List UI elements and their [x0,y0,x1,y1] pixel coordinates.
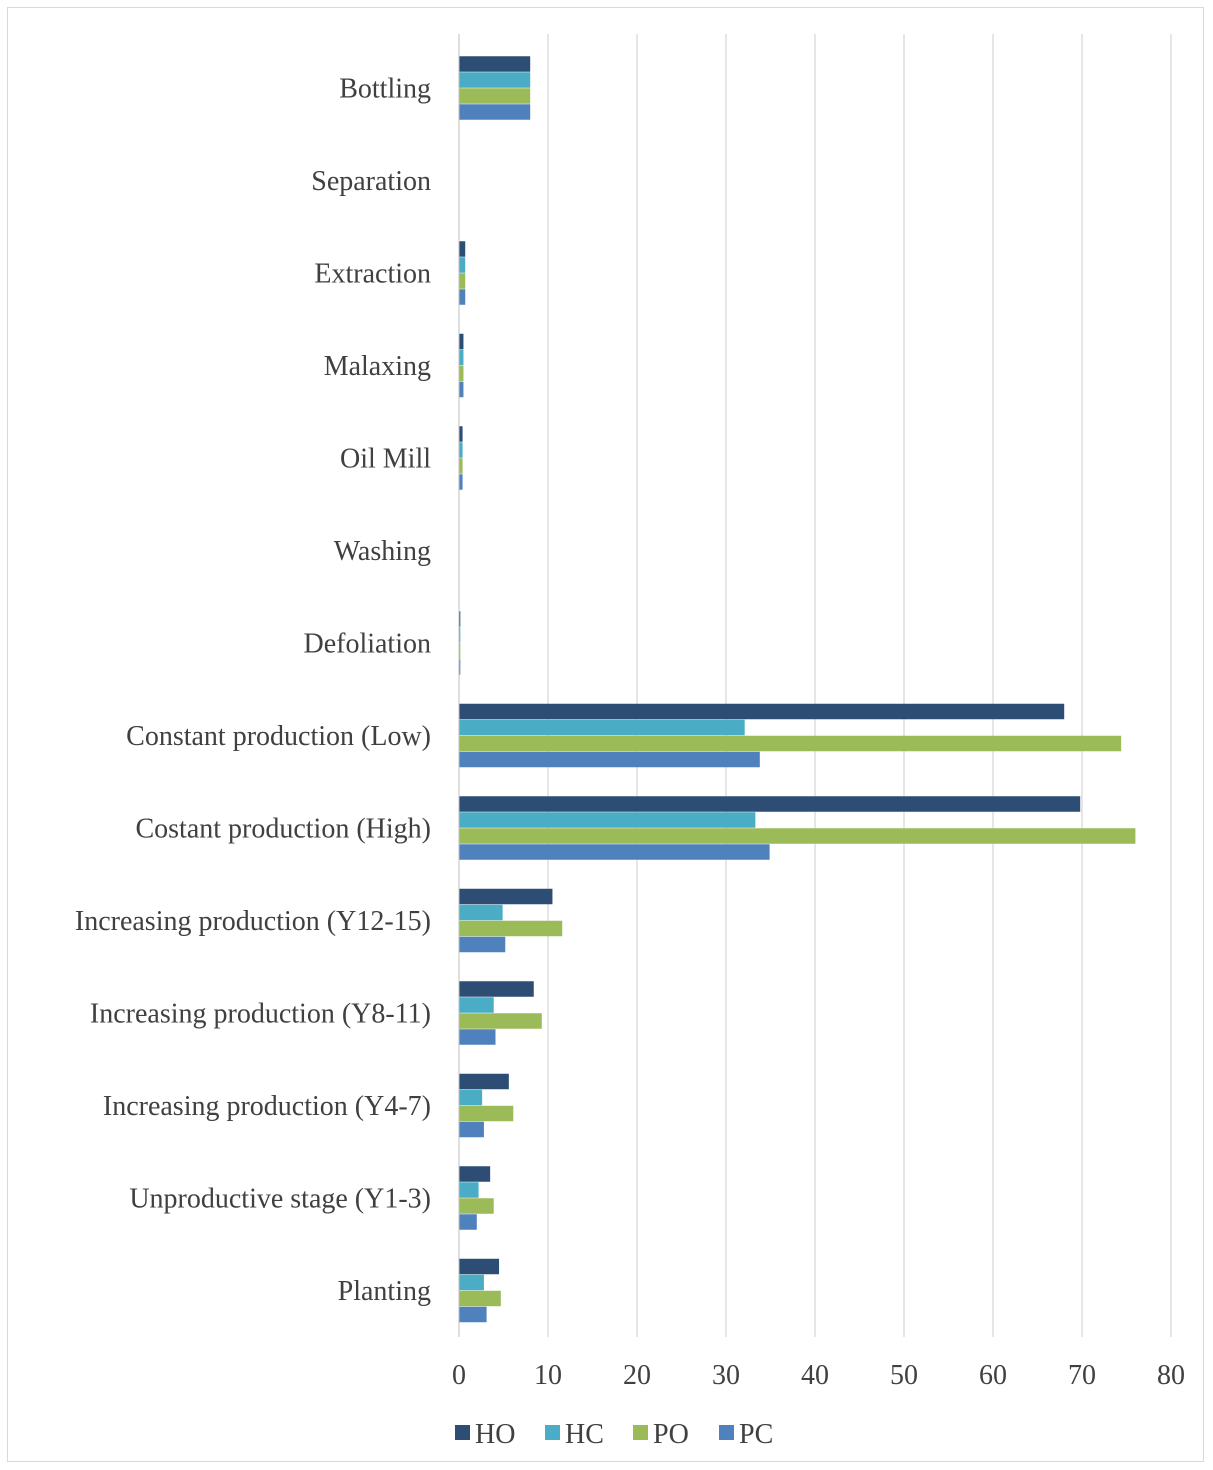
bar-po-8 [459,828,1136,844]
bar-pc-12 [459,1214,477,1230]
legend-swatch-hc [545,1425,560,1440]
category-label: Increasing production (Y8-11) [90,998,431,1029]
bar-pc-10 [459,1029,496,1045]
category-label: Separation [311,166,431,197]
gridlines [547,34,1172,1337]
category-label: Oil Mill [340,443,431,474]
category-label: Bottling [339,73,431,104]
bar-po-13 [459,1290,501,1307]
bar-ho-10 [459,981,534,997]
bar-po-6 [459,643,461,659]
bars [459,56,1136,1323]
bar-pc-6 [459,659,461,675]
category-label: Defoliation [303,628,431,659]
x-tick-label: 40 [801,1360,829,1391]
category-labels: Bottling Separation Extraction Malaxing Oil … [75,73,431,1307]
category-label: Costant production (High) [135,813,431,844]
bar-po-3 [459,365,464,382]
bar-hc-4 [459,442,463,458]
category-label: Increasing production (Y12-15) [75,906,431,937]
bar-po-11 [459,1105,514,1122]
bar-ho-9 [459,888,553,905]
category-label: Unproductive stage (Y1-3) [129,1183,431,1214]
bar-pc-11 [459,1121,484,1138]
bar-ho-12 [459,1166,491,1182]
x-tick-labels: 0 10 20 30 40 50 60 70 80 [452,1360,1185,1391]
bar-ho-8 [459,796,1081,812]
legend: HO HC PO PC [455,1419,773,1450]
bar-hc-6 [459,627,461,643]
bar-po-4 [459,458,463,474]
bar-pc-8 [459,844,770,860]
bar-pc-7 [459,751,760,768]
category-label: Malaxing [324,351,431,382]
x-tick-label: 50 [890,1360,918,1391]
bar-ho-0 [459,56,531,72]
category-label: Constant production (Low) [126,721,431,752]
category-label: Planting [338,1276,431,1307]
x-tick-label: 20 [623,1360,651,1391]
bar-pc-4 [459,474,463,490]
bar-hc-12 [459,1182,479,1198]
bar-po-7 [459,735,1122,752]
bar-hc-9 [459,904,503,921]
bar-hc-3 [459,349,464,366]
legend-swatch-pc [719,1425,734,1440]
bar-ho-3 [459,333,464,350]
legend-label-pc: PC [739,1419,773,1450]
category-label: Increasing production (Y4-7) [103,1091,431,1122]
bar-ho-2 [459,241,466,257]
bar-ho-11 [459,1073,509,1090]
category-label: Extraction [314,258,431,289]
x-tick-label: 80 [1157,1360,1185,1391]
bar-pc-9 [459,936,506,953]
bar-hc-10 [459,997,494,1013]
bar-po-12 [459,1198,494,1214]
legend-label-po: PO [653,1419,689,1450]
bar-pc-13 [459,1306,487,1323]
bar-hc-11 [459,1089,483,1106]
legend-swatch-po [633,1425,648,1440]
bar-po-10 [459,1013,542,1029]
category-label: Washing [334,536,431,567]
x-tick-label: 0 [452,1360,466,1391]
bar-pc-0 [459,104,531,120]
bar-ho-13 [459,1258,500,1275]
x-tick-label: 60 [979,1360,1007,1391]
bar-hc-13 [459,1274,484,1291]
bar-hc-0 [459,72,531,88]
bar-pc-2 [459,289,466,305]
bar-ho-6 [459,611,461,627]
bar-hc-2 [459,257,466,273]
bar-po-2 [459,273,466,289]
bar-po-0 [459,88,531,104]
bar-hc-7 [459,719,745,736]
bar-po-9 [459,920,563,937]
bar-ho-4 [459,426,463,442]
legend-label-hc: HC [565,1419,604,1450]
x-tick-label: 30 [712,1360,740,1391]
x-tick-label: 70 [1068,1360,1096,1391]
legend-swatch-ho [455,1425,470,1440]
x-tick-label: 10 [534,1360,562,1391]
legend-label-ho: HO [475,1419,515,1450]
bar-hc-8 [459,812,756,828]
bar-pc-3 [459,381,464,398]
bar-ho-7 [459,703,1065,720]
